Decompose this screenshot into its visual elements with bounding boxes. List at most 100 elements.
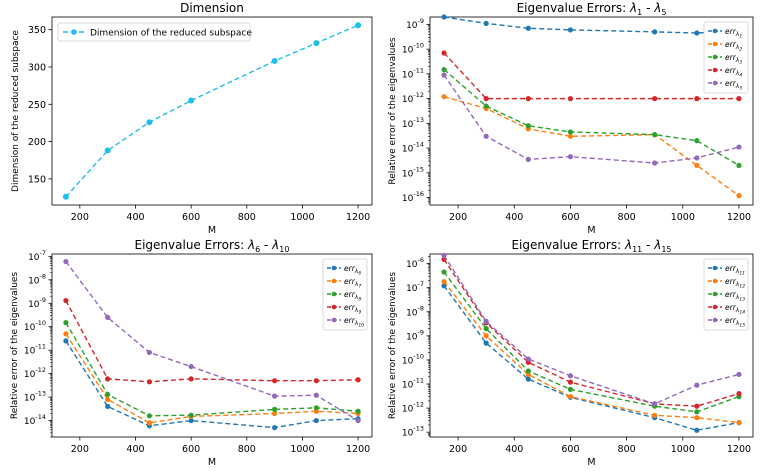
y-tick-label: 10-12 — [24, 366, 46, 380]
legend-marker — [71, 29, 77, 35]
data-point — [355, 22, 362, 29]
legend-label: errλ2 — [725, 40, 742, 53]
y-tick-label: 350 — [28, 25, 46, 36]
data-point — [525, 25, 531, 31]
y-axis-label: Relative error of the eigenvalues — [388, 272, 398, 420]
y-tick-label: 10-8 — [406, 304, 424, 318]
chart-title: Eigenvalue Errors: λ1 - λ5 — [517, 1, 667, 17]
subplot-1: Dimension 200 400 600 800 1000 1200 M 150 200 250 3… — [11, 1, 373, 236]
series-line-2 — [443, 281, 740, 424]
data-point — [525, 376, 531, 382]
x-tick-label: 1200 — [727, 212, 751, 223]
data-point — [313, 40, 320, 47]
legend-label: errλ12 — [725, 277, 745, 290]
data-point — [525, 156, 531, 162]
data-point — [483, 20, 489, 26]
series-line-4 — [65, 300, 359, 383]
y-tick-label: 200 — [28, 137, 46, 148]
data-point — [63, 319, 69, 326]
x-tick-label: 800 — [618, 212, 636, 223]
x-tick-label: 400 — [126, 444, 144, 455]
data-point — [105, 396, 111, 402]
x-tick-label: 800 — [238, 444, 256, 455]
data-point — [483, 340, 489, 346]
data-point — [652, 96, 658, 102]
data-point — [441, 14, 447, 20]
legend-marker — [331, 291, 337, 297]
x-tick-label: 200 — [449, 444, 467, 455]
x-tick-label: 1000 — [290, 444, 314, 455]
legend-marker — [712, 317, 718, 323]
data-point — [694, 409, 700, 415]
x-tick-label: 600 — [182, 212, 200, 223]
x-axis-label: M — [208, 457, 216, 468]
legend-frame — [703, 21, 749, 94]
series-line-5 — [443, 74, 740, 164]
data-point — [567, 386, 574, 392]
data-point — [355, 417, 361, 424]
data-point — [105, 376, 111, 382]
data-point — [694, 382, 700, 388]
data-point — [525, 368, 531, 374]
y-tick-label: 10-11 — [24, 343, 46, 357]
x-tick-label: 400 — [505, 444, 523, 455]
series-line-1 — [65, 24, 359, 198]
x-tick-label: 400 — [505, 212, 523, 223]
x-tick-label: 1000 — [290, 212, 314, 223]
x-tick-label: 800 — [238, 212, 256, 223]
legend-label: errλ6 — [344, 264, 361, 277]
x-axis-label: M — [208, 225, 216, 236]
subplot-4: Eigenvalue Errors: λ11 - λ15 200 400 600 800… — [388, 238, 754, 468]
y-tick-label: 10-12 — [402, 401, 424, 415]
y-tick-label: 150 — [28, 174, 46, 185]
data-point — [272, 425, 278, 431]
subplot-2: Eigenvalue Errors: λ1 - λ5 200 400 600 800 10… — [388, 1, 754, 236]
data-point — [441, 269, 447, 275]
series-line-3 — [443, 69, 740, 166]
legend-frame — [703, 258, 749, 331]
data-point — [694, 162, 700, 168]
x-axis-label: M — [587, 225, 595, 236]
data-point — [694, 96, 700, 102]
data-point — [652, 132, 658, 138]
y-axis-label: Dimension of the reduced subspace — [11, 30, 21, 192]
data-point — [105, 403, 111, 410]
y-tick-label: 10-11 — [402, 66, 424, 80]
legend-label: errλ10 — [344, 316, 364, 329]
legend-marker — [712, 54, 718, 60]
subplot-3: Eigenvalue Errors: λ6 - λ10 200 400 600 800 1… — [10, 238, 373, 468]
data-point — [272, 406, 278, 412]
legend-label: errλ5 — [725, 79, 742, 92]
y-tick-label: 10-15 — [402, 165, 424, 179]
data-point — [105, 391, 111, 398]
y-tick-label: 10-8 — [28, 272, 46, 286]
data-point — [483, 333, 489, 339]
series-line-2 — [443, 95, 740, 197]
x-tick-label: 400 — [126, 212, 144, 223]
axes-frame — [51, 253, 373, 438]
data-point — [736, 391, 742, 397]
legend-label: errλ7 — [344, 277, 361, 290]
y-axis-label: Relative error of the eigenvalues — [388, 37, 398, 185]
legend-frame — [322, 258, 368, 331]
data-point — [188, 412, 194, 418]
x-tick-label: 200 — [71, 212, 89, 223]
data-point — [188, 376, 194, 382]
data-point — [271, 58, 278, 65]
data-point — [441, 283, 447, 289]
data-point — [525, 123, 531, 129]
data-point — [272, 393, 278, 399]
data-point — [652, 412, 658, 418]
y-tick-label: 10-7 — [406, 280, 424, 294]
y-tick-label: 10-10 — [402, 352, 424, 366]
y-tick-label: 10-13 — [402, 425, 424, 439]
data-point — [652, 160, 658, 166]
x-axis-label: M — [587, 457, 595, 468]
data-point — [441, 50, 447, 56]
x-tick-label: 1200 — [727, 444, 751, 455]
axes-frame — [51, 16, 373, 206]
y-tick-label: 250 — [28, 100, 46, 111]
data-point — [652, 401, 658, 407]
data-point — [63, 338, 69, 344]
